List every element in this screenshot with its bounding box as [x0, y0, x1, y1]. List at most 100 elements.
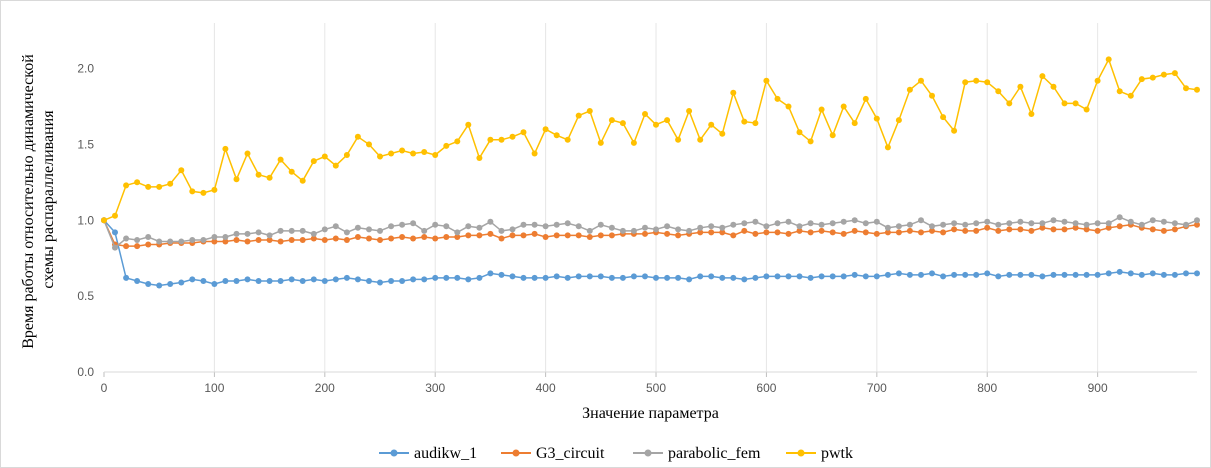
data-point: [1149, 270, 1156, 277]
data-point: [984, 79, 991, 86]
data-point: [1127, 218, 1134, 225]
series-pwtk: [101, 56, 1200, 224]
data-point: [906, 221, 913, 228]
data-point: [951, 220, 958, 227]
data-point: [498, 227, 505, 234]
data-point: [255, 171, 262, 178]
data-point: [1061, 271, 1068, 278]
data-point: [1127, 92, 1134, 99]
data-point: [288, 227, 295, 234]
data-point: [1160, 71, 1167, 78]
data-point: [454, 234, 461, 240]
data-point: [807, 138, 814, 145]
data-point: [851, 271, 858, 278]
data-point: [564, 220, 571, 227]
data-point: [895, 117, 902, 124]
data-point: [818, 227, 825, 234]
data-point: [222, 234, 229, 240]
data-point: [388, 150, 395, 157]
data-point: [1072, 224, 1079, 231]
data-point: [840, 230, 847, 237]
data-point: [675, 226, 682, 233]
y-axis-title-line-1: Время работы относительно динамической: [20, 54, 37, 349]
data-point: [940, 273, 947, 280]
data-point: [642, 111, 648, 117]
data-point: [310, 230, 317, 237]
data-point: [123, 243, 130, 250]
data-point: [818, 106, 825, 113]
data-point: [1149, 217, 1156, 224]
data-point: [608, 117, 615, 124]
data-point: [929, 92, 935, 99]
data-point: [873, 218, 880, 225]
data-point: [918, 217, 924, 224]
data-point: [1160, 218, 1167, 225]
data-point: [421, 234, 428, 240]
data-point: [377, 237, 383, 243]
y-tick-label-1.5: 1.5: [77, 137, 94, 151]
data-point: [840, 273, 847, 280]
data-point: [321, 153, 328, 160]
data-point: [432, 235, 439, 242]
data-point: [862, 220, 869, 227]
data-point: [399, 147, 406, 154]
data-point: [200, 278, 207, 284]
data-point: [995, 227, 1002, 234]
data-point: [664, 223, 671, 230]
legend-marker-audikw_1: [390, 449, 398, 457]
data-point: [509, 226, 516, 233]
series-line-pwtk: [103, 57, 1198, 221]
data-point: [575, 273, 582, 280]
data-point: [299, 177, 306, 184]
data-point: [1138, 221, 1145, 228]
data-point: [222, 145, 229, 152]
data-point: [354, 234, 361, 240]
x-tick-label-700: 700: [867, 381, 887, 395]
data-point: [332, 162, 339, 169]
data-point: [520, 221, 527, 228]
data-point: [465, 223, 472, 230]
data-point: [487, 136, 494, 143]
data-point: [498, 136, 505, 143]
data-point: [112, 244, 118, 251]
data-point: [862, 95, 869, 102]
data-point: [1105, 224, 1112, 231]
data-point: [288, 168, 295, 175]
data-point: [498, 235, 505, 242]
data-point: [730, 274, 737, 281]
data-point: [1061, 218, 1068, 225]
legend-label-pwtk: pwtk: [821, 445, 853, 462]
data-point: [597, 139, 604, 146]
data-point: [321, 226, 328, 233]
data-point: [443, 142, 450, 149]
data-point: [973, 271, 980, 278]
data-point: [763, 273, 770, 280]
data-point: [719, 229, 726, 236]
data-point: [520, 129, 527, 136]
data-point: [476, 232, 483, 239]
data-point: [741, 220, 748, 227]
legend-item-pwtk: pwtk: [786, 445, 853, 462]
data-point: [730, 221, 737, 228]
data-point: [1183, 270, 1189, 277]
series-line-parabolic_fem: [103, 216, 1198, 249]
data-point: [277, 278, 284, 284]
data-point: [1028, 111, 1035, 117]
y-axis-title: Время работы относительно динамической с…: [20, 50, 57, 349]
data-point: [421, 149, 428, 155]
data-point: [167, 238, 174, 245]
data-point: [366, 235, 372, 242]
data-point: [156, 238, 163, 245]
data-point: [465, 121, 472, 128]
data-point: [189, 276, 196, 283]
data-point: [145, 241, 152, 248]
data-point: [564, 232, 571, 239]
data-point: [1050, 226, 1057, 233]
data-point: [211, 238, 218, 245]
data-point: [277, 156, 284, 163]
data-point: [222, 238, 229, 245]
data-point: [664, 117, 671, 124]
data-point: [586, 227, 593, 234]
data-point: [752, 120, 759, 127]
